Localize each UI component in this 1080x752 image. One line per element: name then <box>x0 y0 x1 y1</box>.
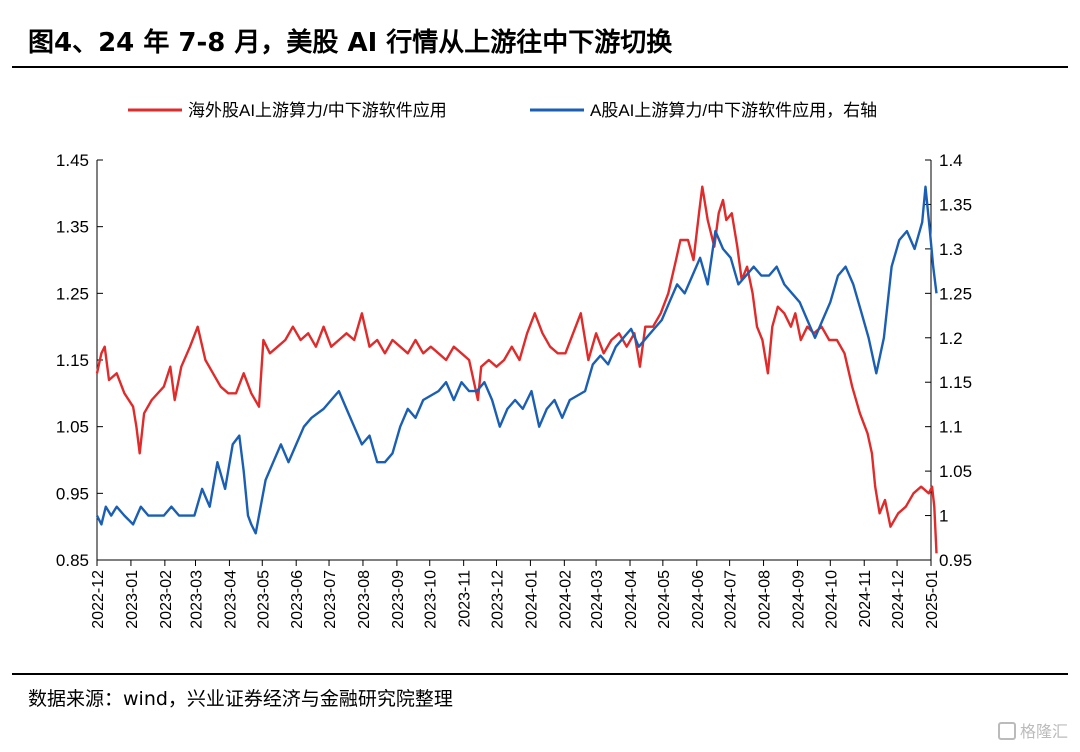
y-right-tick-label: 1.05 <box>939 462 972 481</box>
x-tick-label: 2023-11 <box>457 570 474 628</box>
x-tick-label: 2023-10 <box>423 570 440 629</box>
y-left-tick-label: 1.35 <box>56 218 89 237</box>
y-right-tick-label: 1.35 <box>939 195 972 214</box>
axes: 1.45 1.35 1.25 1.15 1.05 0.95 0.85 1.4 1.35 1.3 1.… <box>56 151 972 629</box>
series-line-a-share <box>95 185 938 535</box>
y-right-tick-label: 0.95 <box>939 551 972 570</box>
y-left-tick-label: 1.15 <box>56 351 89 370</box>
x-tick-label: 2023-04 <box>222 570 239 629</box>
x-tick-label: 2024-07 <box>723 570 740 629</box>
x-tick-label: 2023-06 <box>289 570 306 629</box>
source-rule <box>12 673 1068 675</box>
x-tick-label: 2024-04 <box>623 570 640 629</box>
x-tick-label: 2024-02 <box>557 570 574 629</box>
x-tick-label: 2024-05 <box>656 570 673 629</box>
legend-label-a-share: A股AI上游算力/中下游软件应用，右轴 <box>590 101 877 120</box>
legend-label-overseas: 海外股AI上游算力/中下游软件应用 <box>188 101 447 120</box>
y-right-tick-label: 1.4 <box>939 151 963 170</box>
y-left-tick-label: 1.05 <box>56 418 89 437</box>
x-tick-label: 2023-12 <box>489 570 506 629</box>
plot-area <box>95 185 938 554</box>
y-left-tick-label: 1.45 <box>56 151 89 170</box>
x-tick-label: 2025-01 <box>924 570 941 629</box>
y-left-tick-label: 0.85 <box>56 551 89 570</box>
x-tick-label: 2024-01 <box>523 570 540 629</box>
watermark: 格隆汇 <box>997 718 1068 742</box>
x-tick-label: 2023-09 <box>390 570 407 629</box>
x-tick-label: 2024-03 <box>589 570 606 629</box>
x-tick-label: 2024-06 <box>690 570 707 629</box>
y-right-tick-label: 1.15 <box>939 373 972 392</box>
y-right-tick-label: 1.1 <box>939 418 963 437</box>
y-right-tick-label: 1.3 <box>939 240 963 259</box>
legend: 海外股AI上游算力/中下游软件应用 A股AI上游算力/中下游软件应用，右轴 <box>128 101 877 120</box>
y-left-tick-label: 0.95 <box>56 484 89 503</box>
x-tick-label: 2024-11 <box>857 570 874 628</box>
y-right-tick-label: 1.25 <box>939 284 972 303</box>
x-tick-label: 2023-02 <box>158 570 175 629</box>
x-tick-label: 2023-08 <box>356 570 373 629</box>
x-tick-label: 2022-12 <box>90 570 107 629</box>
x-tick-label: 2023-01 <box>124 570 141 629</box>
source-note: 数据来源：wind，兴业证券经济与金融研究院整理 <box>28 688 453 710</box>
watermark-logo-icon <box>997 722 1016 740</box>
title-rule <box>12 66 1068 68</box>
x-tick-label: 2023-05 <box>255 570 272 629</box>
y-left-tick-label: 1.25 <box>56 284 89 303</box>
x-tick-label: 2024-09 <box>790 570 807 629</box>
x-tick-label: 2024-08 <box>757 570 774 629</box>
x-tick-label: 2024-10 <box>823 570 840 629</box>
x-tick-label: 2023-03 <box>189 570 206 629</box>
y-right-tick-label: 1.2 <box>939 329 963 348</box>
watermark-text: 格隆汇 <box>1019 722 1068 741</box>
y-right-tick-label: 1 <box>939 507 948 526</box>
series-line-overseas <box>95 185 938 554</box>
x-tick-label: 2023-07 <box>322 570 339 629</box>
x-tick-label: 2024-12 <box>890 570 907 629</box>
figure-title: 图4、24 年 7-8 月，美股 AI 行情从上游往中下游切换 <box>28 28 673 58</box>
